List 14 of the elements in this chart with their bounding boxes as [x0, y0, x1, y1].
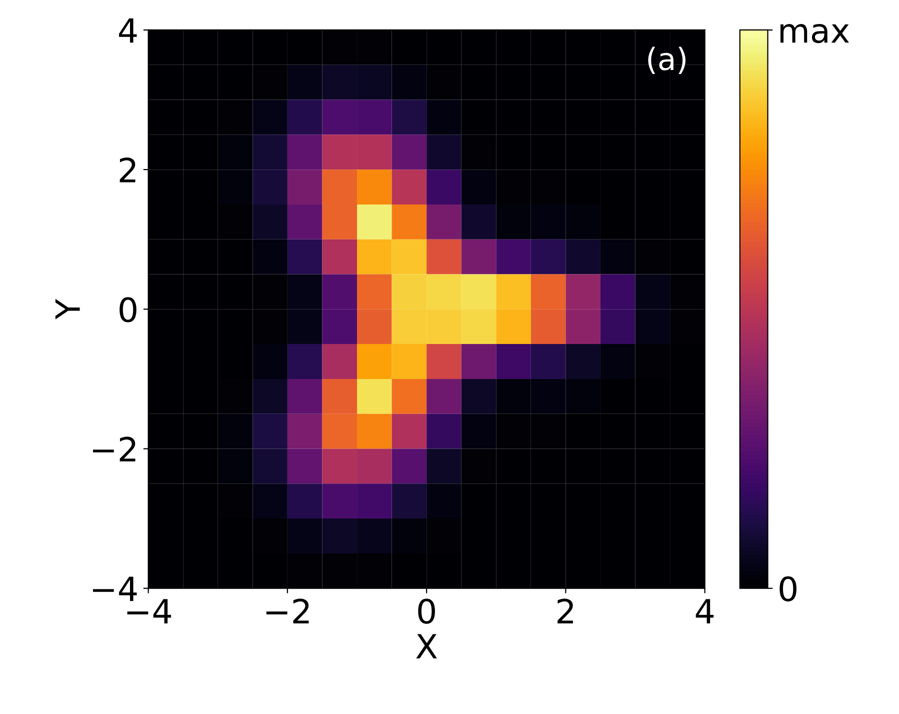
x-tick-label: 0: [418, 598, 435, 624]
color-bar-label: 0: [780, 576, 796, 602]
color-bar-label: max: [780, 24, 849, 44]
x-axis-title: X: [416, 634, 437, 658]
y-tick-label: −4: [93, 576, 137, 601]
x-tick-label: 4: [696, 599, 714, 624]
y-tick-label: 4: [119, 18, 137, 43]
y-axis-title: Y: [55, 298, 80, 320]
x-tick-label: 2: [558, 598, 573, 624]
y-tick-label: 2: [120, 158, 136, 182]
y-tick-label: 0: [120, 297, 136, 322]
y-tick-label: −2: [93, 436, 136, 462]
x-tick-label: −2: [266, 598, 309, 624]
annotation: (a): [648, 46, 686, 74]
